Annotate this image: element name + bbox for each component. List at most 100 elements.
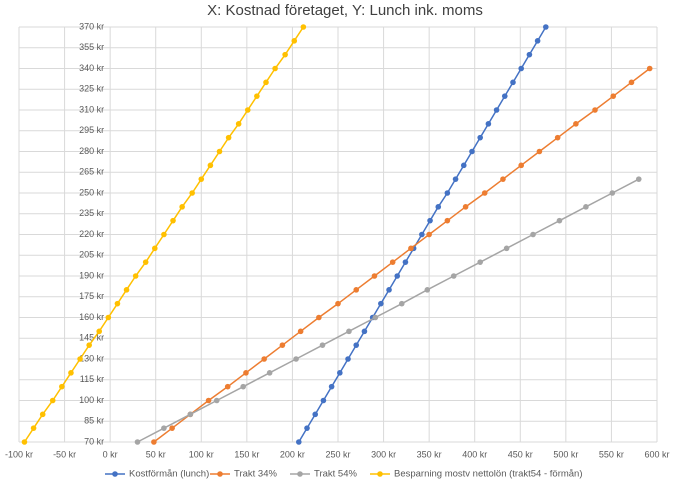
data-point bbox=[266, 370, 273, 376]
data-point bbox=[426, 231, 432, 238]
data-point bbox=[408, 245, 414, 252]
data-point bbox=[240, 383, 247, 390]
legend-label: Trakt 54% bbox=[314, 469, 357, 480]
legend-marker bbox=[297, 471, 303, 477]
data-point bbox=[386, 287, 392, 293]
data-point bbox=[646, 65, 653, 72]
data-point bbox=[536, 148, 543, 155]
data-point bbox=[628, 79, 635, 86]
data-point bbox=[353, 287, 360, 293]
data-point bbox=[213, 397, 220, 404]
data-point bbox=[296, 439, 302, 445]
data-point bbox=[345, 356, 351, 362]
data-point bbox=[152, 245, 158, 252]
data-point bbox=[592, 107, 598, 113]
data-point bbox=[161, 231, 167, 238]
data-point bbox=[485, 121, 492, 127]
series-line bbox=[153, 67, 651, 443]
data-point bbox=[372, 314, 379, 321]
x-tick-label: 350 kr bbox=[417, 449, 442, 459]
data-point bbox=[198, 176, 205, 182]
data-point bbox=[244, 107, 251, 113]
legend-marker bbox=[112, 471, 118, 477]
data-point bbox=[402, 259, 409, 265]
data-point bbox=[39, 411, 46, 418]
data-point bbox=[493, 107, 500, 113]
data-point bbox=[469, 148, 475, 155]
data-point bbox=[477, 259, 483, 265]
legend-label: Besparning mostv nettolön (trakt54 - för… bbox=[394, 469, 583, 480]
data-point bbox=[462, 204, 469, 210]
data-point bbox=[59, 383, 65, 390]
data-point bbox=[477, 134, 483, 141]
data-point bbox=[452, 176, 459, 182]
data-point bbox=[481, 190, 488, 196]
x-tick-label: 50 kr bbox=[146, 449, 166, 459]
data-point bbox=[224, 383, 231, 390]
data-point bbox=[96, 328, 103, 335]
y-tick-label: 115 kr bbox=[80, 374, 104, 384]
data-point bbox=[161, 425, 167, 431]
data-point bbox=[263, 79, 269, 86]
data-point bbox=[573, 121, 579, 127]
data-point bbox=[328, 383, 335, 390]
data-point bbox=[179, 204, 185, 210]
data-point bbox=[261, 356, 267, 362]
y-tick-label: 190 kr bbox=[79, 270, 104, 280]
data-point bbox=[142, 259, 149, 265]
y-tick-label: 295 kr bbox=[79, 125, 104, 135]
data-point bbox=[361, 328, 368, 335]
data-point bbox=[378, 300, 384, 307]
data-point bbox=[235, 121, 242, 127]
y-tick-label: 85 kr bbox=[84, 416, 104, 426]
data-point bbox=[371, 273, 378, 279]
data-point bbox=[304, 425, 310, 431]
data-point bbox=[86, 342, 92, 348]
data-point bbox=[254, 93, 260, 99]
x-tick-label: 0 kr bbox=[103, 449, 118, 459]
data-point bbox=[353, 342, 360, 348]
y-tick-label: 355 kr bbox=[79, 42, 104, 52]
data-point bbox=[169, 425, 175, 431]
x-tick-label: -100 kr bbox=[5, 449, 33, 459]
data-point bbox=[500, 176, 506, 182]
y-tick-label: 250 kr bbox=[79, 187, 104, 197]
x-tick-label: -50 kr bbox=[53, 449, 76, 459]
data-point bbox=[207, 162, 214, 169]
data-point bbox=[543, 24, 549, 30]
data-point bbox=[272, 65, 278, 72]
data-point bbox=[30, 425, 37, 431]
data-point bbox=[424, 287, 431, 293]
data-point bbox=[279, 342, 286, 348]
data-point bbox=[105, 314, 112, 321]
data-point bbox=[49, 397, 56, 404]
data-point bbox=[554, 134, 561, 141]
y-tick-label: 100 kr bbox=[79, 395, 104, 405]
data-point bbox=[216, 148, 223, 155]
y-tick-label: 325 kr bbox=[79, 84, 104, 94]
data-point bbox=[300, 24, 307, 30]
data-point bbox=[394, 273, 401, 279]
data-point bbox=[444, 190, 451, 196]
y-tick-label: 70 kr bbox=[84, 436, 104, 446]
data-point bbox=[114, 300, 121, 307]
data-point bbox=[293, 356, 299, 362]
x-tick-label: 450 kr bbox=[508, 449, 533, 459]
data-point bbox=[21, 439, 28, 445]
y-tick-label: 265 kr bbox=[79, 167, 104, 177]
data-point bbox=[556, 217, 563, 224]
data-point bbox=[132, 273, 139, 279]
legend-label: Trakt 34% bbox=[234, 469, 277, 480]
data-point bbox=[450, 273, 457, 279]
y-tick-label: 220 kr bbox=[79, 229, 104, 239]
x-tick-label: 400 kr bbox=[462, 449, 487, 459]
data-point bbox=[189, 190, 195, 196]
data-point bbox=[419, 231, 425, 238]
data-point bbox=[319, 342, 326, 348]
x-tick-label: 250 kr bbox=[325, 449, 350, 459]
series-line bbox=[137, 178, 640, 443]
data-point bbox=[583, 204, 589, 210]
y-tick-label: 205 kr bbox=[79, 250, 104, 260]
data-point bbox=[501, 93, 508, 99]
